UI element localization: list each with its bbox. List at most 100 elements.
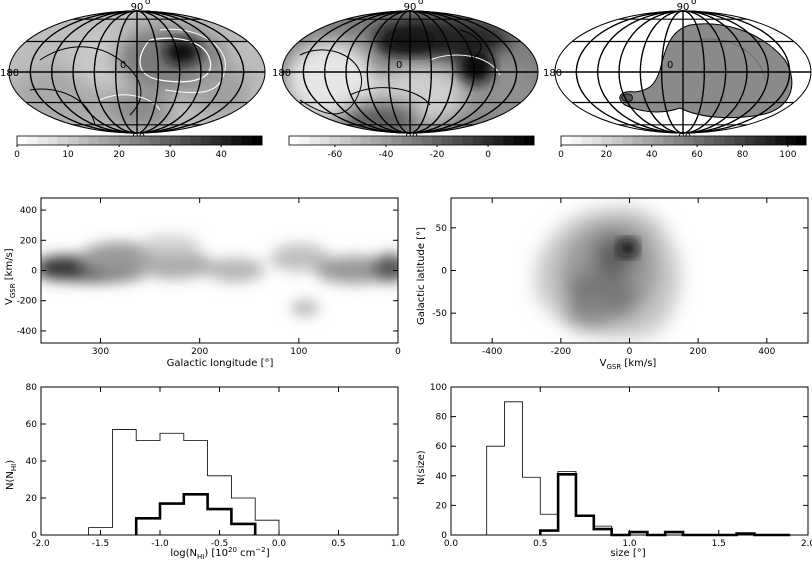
colorbar-step: [734, 136, 746, 145]
map-1-lat-top: 90: [131, 2, 144, 13]
colorbar-step: [299, 136, 310, 145]
colorbar-step: [493, 136, 504, 145]
hist1-xlabel-close: ]: [266, 548, 270, 559]
vb-xlabel-main: V: [600, 358, 607, 369]
histogram-thick-series: [134, 493, 257, 535]
hist2-ticks: 0.0 0.5 1.0 1.5 2.0 0 20 40 60 80 100: [430, 383, 812, 549]
histogram-bin: [112, 430, 136, 535]
colorbar-step: [37, 136, 49, 145]
colorbar-step: [452, 136, 464, 145]
colorbar-tick-label: 60: [691, 150, 703, 160]
colorbar-step: [601, 136, 613, 145]
histogram-bin: [487, 446, 505, 535]
colorbar-step: [431, 136, 443, 145]
colorbar-step: [622, 136, 633, 145]
panel-longitude-velocity: 300 200 100 0 400 200 0 -200 -400 Galactic longi…: [4, 197, 401, 369]
histogram-thick-series: [538, 473, 791, 537]
colorbar-step: [78, 136, 89, 145]
x-tick-label: -200: [551, 347, 572, 357]
colorbar-tick-label: 40: [646, 150, 658, 160]
colorbar-step: [693, 136, 705, 145]
x-tick-label: -400: [482, 347, 503, 357]
colorbar-step: [411, 136, 423, 145]
colorbar-tick-label: 40: [215, 150, 227, 160]
colorbar-step: [57, 136, 69, 145]
map-2-lon-center: 0: [396, 60, 402, 71]
histogram-bin: [231, 498, 255, 535]
colorbar-tick-label: -40: [379, 150, 394, 160]
x-tick-label: 300: [92, 347, 109, 357]
colorbar-tick-label: -20: [430, 150, 445, 160]
colorbar-step: [462, 136, 474, 145]
y-tick-label: 200: [20, 236, 37, 246]
histogram-bin: [594, 526, 612, 535]
histogram-bin: [136, 441, 160, 535]
hist1-xlabel-unit: ) [10: [204, 548, 228, 559]
colorbar-tick-label: 100: [779, 150, 796, 160]
colorbar-step: [88, 136, 100, 145]
y-tick-label: 60: [436, 442, 448, 452]
colorbar-step: [221, 136, 232, 145]
colorbar-frame: [288, 135, 535, 146]
map-1-deg-top: o: [145, 0, 151, 7]
map-3-lat-top: 90: [677, 2, 690, 13]
colorbar-step: [329, 136, 341, 145]
map-3-lon-left: 180: [543, 68, 562, 79]
x-tick-label: 1.5: [712, 539, 726, 549]
y-tick-label: 0: [441, 267, 447, 277]
colorbar-step: [370, 136, 382, 145]
colorbar-step: [200, 136, 212, 145]
histogram-bin: [231, 524, 255, 535]
map-1-colorbar: 0 10 20 30 40: [14, 135, 263, 160]
map-3-colorbar: 0 20 40 60 80 100: [558, 135, 807, 160]
histogram-bin: [522, 477, 540, 535]
hist1-xlabel-sup2: −2: [255, 546, 265, 554]
y-tick-label: -400: [17, 327, 38, 337]
colorbar-step: [231, 136, 243, 145]
colorbar-step: [149, 136, 161, 145]
colorbar-step: [350, 136, 361, 145]
colorbar-step: [180, 136, 192, 145]
hist2-ylabel: N(size): [416, 450, 427, 485]
lv-ylabel-sub: GSR: [9, 283, 17, 298]
lv-xlabel: Galactic longitude [°]: [167, 358, 274, 369]
vb-ticks: -400 -200 0 200 400 50 0 -50: [432, 198, 808, 357]
y-tick-label: -200: [17, 297, 38, 307]
colorbar-step: [139, 136, 151, 145]
colorbar-step: [482, 136, 494, 145]
hist1-ylabel-close: ): [5, 460, 16, 464]
colorbar-step: [241, 136, 253, 145]
colorbar-step: [68, 136, 79, 145]
histogram-bin: [208, 476, 232, 535]
y-tick-label: 60: [26, 420, 38, 430]
colorbar-step: [472, 136, 484, 145]
hist1-xlabel: log(NHI) [1020 cm−2]: [170, 546, 269, 561]
y-tick-label: 0: [31, 267, 37, 277]
x-tick-label: 0: [395, 347, 401, 357]
colorbar-step: [523, 136, 535, 145]
histogram-bin: [184, 494, 208, 535]
colorbar-step: [591, 136, 603, 145]
colorbar-step: [775, 136, 787, 145]
x-tick-label: 100: [290, 347, 307, 357]
lv-density: [41, 235, 398, 315]
x-tick-label: 200: [690, 347, 707, 357]
lv-ylabel: VGSR [km/s]: [4, 248, 17, 305]
vb-density: [534, 207, 681, 339]
colorbar-step: [652, 136, 664, 145]
colorbar-step: [795, 136, 807, 145]
colorbar-step: [561, 136, 572, 145]
colorbar-step: [714, 136, 725, 145]
colorbar-step: [421, 136, 433, 145]
colorbar-step: [571, 136, 582, 145]
map-2-lat-top: 90: [404, 2, 417, 13]
vb-ylabel: Galactic latitude [°]: [416, 227, 427, 325]
colorbar-step: [108, 136, 120, 145]
y-tick-label: 400: [20, 206, 37, 216]
colorbar-tick-label: 20: [113, 150, 125, 160]
colorbar-step: [632, 136, 644, 145]
histogram-bin: [255, 520, 279, 535]
histogram-bin: [160, 433, 184, 535]
colorbar-step: [581, 136, 593, 145]
